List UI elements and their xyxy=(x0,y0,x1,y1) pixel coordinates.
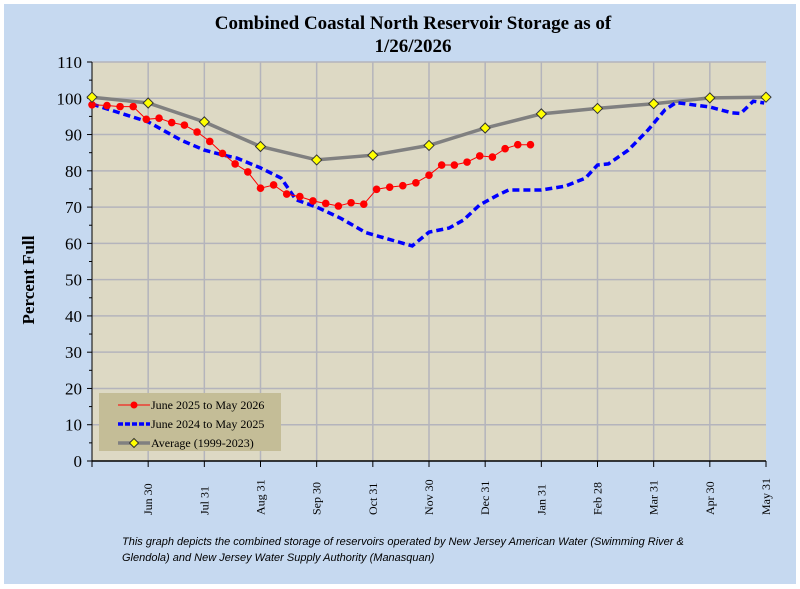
2025-2026-data-point xyxy=(129,102,137,111)
y-tick-label: 20 xyxy=(65,379,82,398)
y-axis-label: Percent Full xyxy=(19,235,38,324)
2025-2026-data-point xyxy=(526,140,535,149)
2025-2026-data-point xyxy=(282,190,291,198)
2025-2026-data-point xyxy=(347,198,355,207)
2025-2026-data-point xyxy=(450,161,459,169)
legend-marker-2025-2026 xyxy=(130,401,138,409)
x-tick-label: Jun 30 xyxy=(141,483,155,515)
y-tick-label: 40 xyxy=(65,307,82,326)
2025-2026-data-point xyxy=(412,178,420,187)
y-tick-label: 70 xyxy=(65,198,82,217)
y-tick-label: 100 xyxy=(57,89,83,108)
y-tick-label: 10 xyxy=(65,416,82,435)
x-tick-label: Sep 30 xyxy=(310,482,324,515)
average-data-point xyxy=(367,149,379,161)
2025-2026-data-point xyxy=(475,152,484,160)
2025-2026-data-point xyxy=(116,102,124,111)
2025-2026-data-point xyxy=(193,128,201,136)
legend-label: June 2025 to May 2026 xyxy=(151,398,264,412)
2025-2026-data-point xyxy=(88,101,96,109)
2025-2026-data-point xyxy=(501,144,509,153)
legend-marker-average xyxy=(128,437,140,449)
2025-2026-data-point xyxy=(321,199,330,208)
average-data-point xyxy=(704,92,716,104)
2025-2026-data-point xyxy=(167,118,176,127)
2025-2026-data-point xyxy=(359,200,368,208)
average-data-point xyxy=(423,139,435,152)
legend-label: Average (1999-2023) xyxy=(151,436,254,450)
footnote-line-2: Glendola) and New Jersey Water Supply Au… xyxy=(122,552,435,564)
x-tick-label: Apr 30 xyxy=(703,481,717,515)
x-tick-label: May 31 xyxy=(759,478,773,515)
average-data-point xyxy=(254,140,267,153)
x-tick-label: Feb 28 xyxy=(591,482,605,515)
chart-frame: Combined Coastal North Reservoir Storage… xyxy=(4,4,796,584)
y-tick-label: 0 xyxy=(74,452,83,471)
2025-2026-data-point xyxy=(334,202,343,210)
2025-2026-data-point xyxy=(437,161,446,169)
x-tick-label: Mar 31 xyxy=(647,480,661,515)
2025-2026-data-point xyxy=(488,153,497,161)
average-data-point xyxy=(142,97,154,109)
x-tick-label: Nov 30 xyxy=(422,479,436,515)
2025-2026-data-point xyxy=(398,181,407,190)
2025-2026-data-point xyxy=(309,197,317,205)
2025-2026-data-point xyxy=(513,140,522,149)
2025-2026-data-point xyxy=(244,168,252,176)
average-data-point xyxy=(535,108,548,120)
2025-2026-data-point xyxy=(385,183,394,191)
average-data-point xyxy=(86,91,98,103)
y-tick-label: 50 xyxy=(65,271,82,290)
2025-2026-data-point xyxy=(296,192,304,201)
x-tick-label: Dec 31 xyxy=(478,481,492,515)
chart-title: Combined Coastal North Reservoir Storage… xyxy=(215,13,612,34)
average-data-point xyxy=(760,91,772,103)
2025-2026-data-point xyxy=(205,137,214,146)
legend: June 2025 to May 2026 June 2024 to May 20… xyxy=(99,393,281,451)
y-tick-label: 30 xyxy=(65,343,82,362)
chart-subtitle: 1/26/2026 xyxy=(374,36,451,57)
2025-2026-data-point xyxy=(425,171,433,179)
x-tick-label: Jan 31 xyxy=(534,484,548,515)
y-tick-label: 90 xyxy=(65,126,82,145)
reservoir-storage-chart: Combined Coastal North Reservoir Storage… xyxy=(19,13,773,564)
2025-2026-data-point xyxy=(218,149,227,158)
x-tick-label: Jul 31 xyxy=(197,486,211,515)
x-tick-label: Aug 31 xyxy=(254,479,268,515)
y-tick-label: 110 xyxy=(57,53,82,72)
y-tick-label: 80 xyxy=(65,162,82,181)
average-data-point xyxy=(479,122,491,134)
2025-2026-data-point xyxy=(463,158,471,166)
average-data-point xyxy=(310,154,323,166)
2025-2026-data-point xyxy=(180,121,189,129)
2025-2026-data-point xyxy=(269,181,278,189)
2025-2026-data-point xyxy=(155,114,163,123)
legend-label: June 2024 to May 2025 xyxy=(151,417,264,431)
y-tick-label: 60 xyxy=(65,234,82,253)
2025-2026-data-point xyxy=(231,160,239,168)
2025-2026-data-point xyxy=(142,115,151,124)
average-data-point xyxy=(647,98,660,110)
2025-2026-data-point xyxy=(372,185,381,194)
x-tick-label: Oct 31 xyxy=(366,483,380,515)
average-data-point xyxy=(591,102,604,115)
average-data-point xyxy=(198,116,211,128)
footnote-line-1: This graph depicts the combined storage … xyxy=(122,536,684,548)
2025-2026-data-point xyxy=(256,184,265,193)
2025-2026-data-point xyxy=(103,101,111,110)
